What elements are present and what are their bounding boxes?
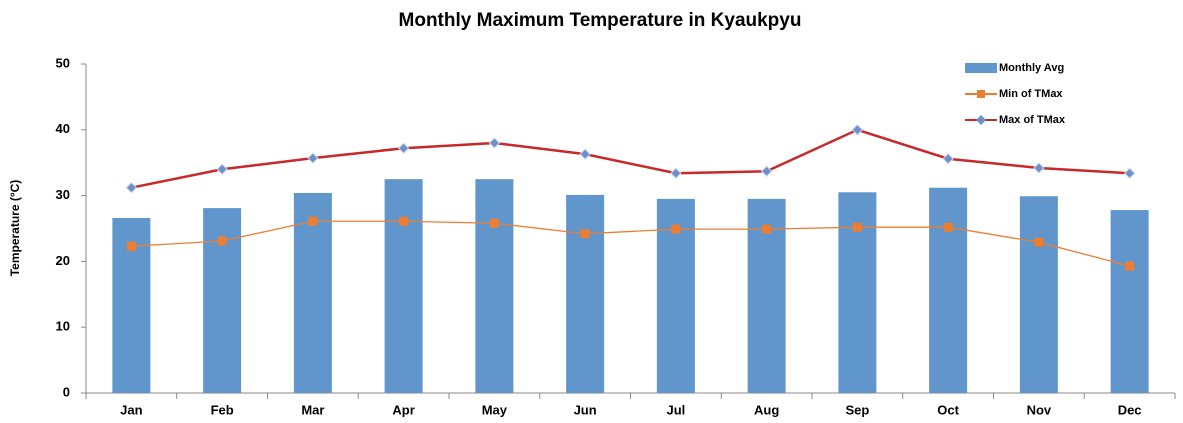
y-tick-label: 10 bbox=[56, 319, 70, 334]
y-tick-label: 50 bbox=[56, 55, 70, 70]
marker bbox=[1125, 261, 1135, 271]
marker bbox=[943, 222, 953, 232]
marker bbox=[580, 229, 590, 239]
bar bbox=[1019, 196, 1058, 393]
legend-label: Max of TMax bbox=[999, 114, 1066, 126]
marker bbox=[852, 222, 862, 232]
bar bbox=[384, 179, 423, 393]
marker bbox=[671, 224, 681, 234]
y-tick-label: 0 bbox=[63, 384, 70, 399]
bar bbox=[566, 194, 605, 393]
y-axis-title: Temperature (°C) bbox=[8, 180, 22, 277]
line bbox=[131, 128, 1130, 189]
marker bbox=[579, 148, 591, 160]
marker bbox=[397, 142, 410, 154]
bar bbox=[929, 187, 968, 393]
marker bbox=[1033, 162, 1045, 174]
marker bbox=[851, 124, 864, 136]
y-tick-label: 20 bbox=[56, 253, 70, 268]
legend-swatch bbox=[965, 63, 997, 73]
marker bbox=[942, 153, 954, 165]
x-tick-label: Oct bbox=[937, 402, 959, 417]
legend: Monthly Avg Min of TMax Max of TMax bbox=[965, 62, 1066, 126]
x-tick-label: May bbox=[482, 402, 508, 417]
legend-label: Min of TMax bbox=[999, 88, 1063, 100]
line bbox=[131, 220, 1130, 267]
bar bbox=[203, 208, 242, 393]
bar bbox=[838, 192, 877, 393]
bar bbox=[475, 179, 514, 393]
legend-marker bbox=[976, 115, 986, 125]
bar bbox=[1110, 210, 1149, 393]
marker bbox=[216, 163, 228, 175]
x-tick-label: Feb bbox=[211, 402, 234, 417]
chart-title: Monthly Maximum Temperature in Kyaukpyu bbox=[399, 10, 802, 31]
marker bbox=[217, 236, 227, 246]
x-tick-label: Apr bbox=[392, 402, 414, 417]
x-tick-label: Jan bbox=[120, 402, 142, 417]
y-tick-label: 30 bbox=[56, 187, 70, 202]
marker bbox=[760, 165, 773, 177]
marker bbox=[125, 181, 138, 194]
x-tick-label: Nov bbox=[1027, 402, 1052, 417]
marker bbox=[126, 241, 136, 251]
marker bbox=[1123, 167, 1136, 179]
legend-marker bbox=[977, 90, 985, 98]
legend-label: Monthly Avg bbox=[999, 62, 1064, 74]
marker bbox=[1034, 237, 1044, 247]
x-tick-label: Jun bbox=[574, 402, 597, 417]
y-tick-label: 40 bbox=[56, 121, 70, 136]
marker bbox=[307, 152, 319, 164]
x-tick-label: Aug bbox=[754, 402, 779, 417]
x-tick-label: Jul bbox=[666, 402, 685, 417]
x-tick-label: Dec bbox=[1118, 402, 1142, 417]
x-tick-label: Sep bbox=[845, 402, 869, 417]
marker bbox=[308, 216, 318, 226]
marker bbox=[670, 167, 682, 179]
bar bbox=[293, 192, 332, 393]
marker bbox=[488, 137, 501, 149]
marker bbox=[399, 216, 409, 226]
marker bbox=[489, 218, 499, 228]
marker bbox=[762, 224, 772, 234]
x-tick-label: Mar bbox=[301, 402, 324, 417]
